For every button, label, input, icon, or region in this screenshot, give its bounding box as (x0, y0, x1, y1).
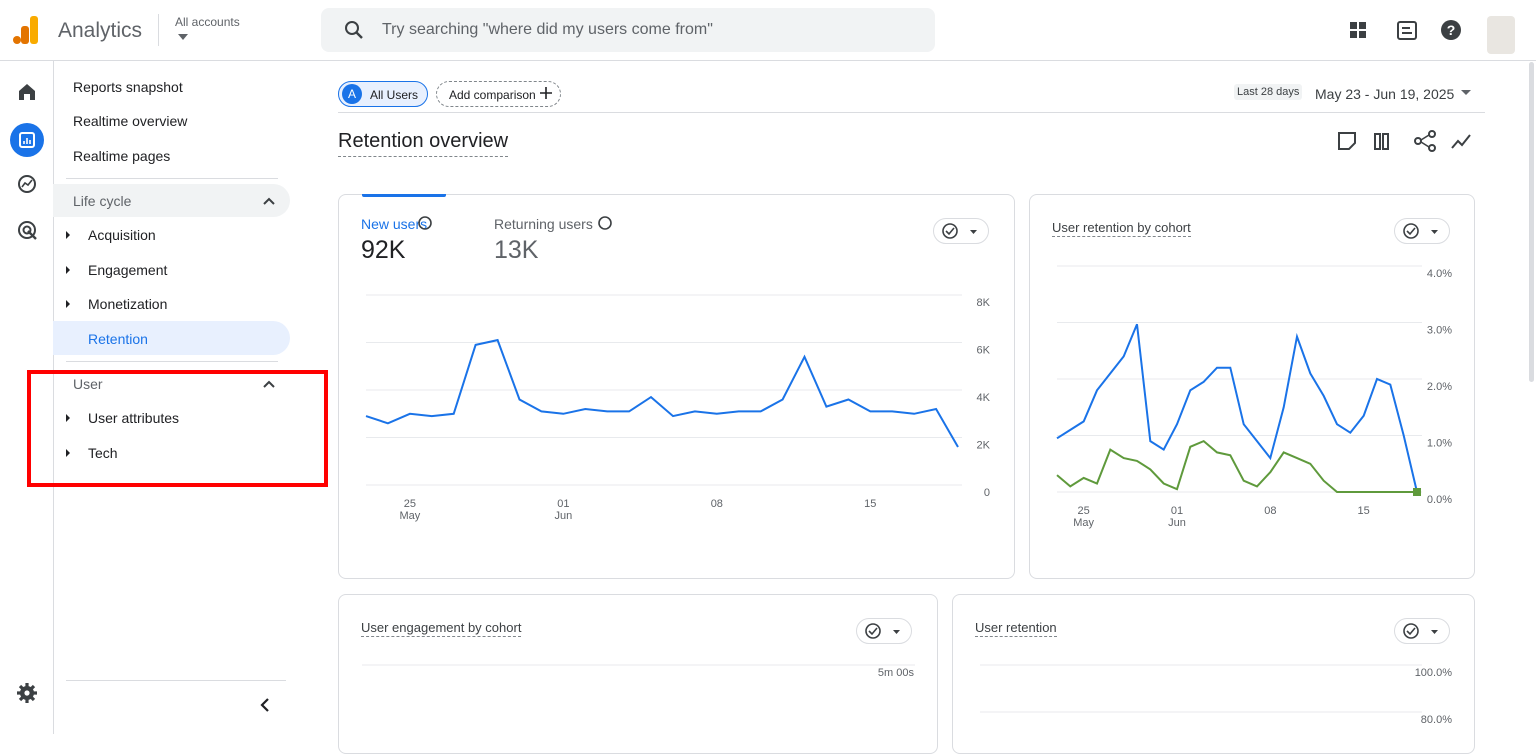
x-tick-sublabel: Jun (554, 510, 572, 522)
nav-arrows (66, 197, 275, 457)
y-tick-label: 4.0% (1427, 268, 1452, 280)
metric-name[interactable]: New users (361, 216, 428, 232)
divider (66, 361, 278, 362)
x-tick-sublabel: Jun (1168, 517, 1186, 529)
divider (338, 112, 1485, 113)
divider (158, 14, 159, 46)
nav-item[interactable]: Realtime pages (73, 148, 171, 164)
y-tick-label: 6K (977, 345, 991, 357)
x-tick-label: 08 (1264, 505, 1276, 517)
search-placeholder: Try searching "where did my users come f… (382, 21, 713, 38)
caret (1461, 90, 1471, 95)
nav-item[interactable]: Reports snapshot (73, 79, 183, 95)
x-tick-label: 15 (1358, 505, 1370, 517)
section-title[interactable]: Life cycle (73, 193, 132, 209)
add-comparison[interactable] (436, 81, 561, 107)
card-title: User retention by cohort (1052, 220, 1191, 237)
metric-name[interactable]: Returning users (494, 216, 593, 232)
nav-item[interactable]: Realtime overview (73, 113, 188, 129)
point-marker (1413, 488, 1421, 496)
y-tick-label: 4K (977, 392, 991, 404)
nav-item[interactable]: Monetization (88, 296, 168, 312)
active-tab (362, 194, 446, 197)
series-line (365, 338, 959, 448)
divider (66, 178, 278, 179)
app-name[interactable]: Analytics (58, 19, 143, 42)
caret (178, 34, 188, 40)
highlight-box (27, 370, 328, 487)
card-menu[interactable] (856, 618, 912, 644)
search-icon (345, 21, 363, 39)
card-title: User retention (975, 620, 1057, 637)
collapse-button[interactable] (258, 697, 272, 713)
x-tick-label: 08 (711, 498, 723, 510)
series-line (1056, 439, 1417, 493)
header-icons[interactable]: ? (1348, 18, 1468, 44)
y-tick-label: 8K (977, 297, 991, 309)
nav-item-selected[interactable]: Retention (88, 331, 148, 347)
card-menu[interactable] (1394, 218, 1450, 244)
rail-border (53, 61, 54, 734)
section-title[interactable]: User (73, 376, 103, 392)
card-menu[interactable] (933, 218, 989, 244)
card-menu[interactable] (1394, 618, 1450, 644)
nav-item[interactable]: Engagement (88, 262, 168, 278)
account-picker[interactable]: All accounts (175, 15, 240, 29)
segment-name: All Users (370, 88, 419, 102)
x-tick-label: 15 (864, 498, 876, 510)
divider (66, 680, 286, 681)
card (952, 594, 1475, 754)
y-tick-label: 2K (977, 440, 991, 452)
page-title: Retention overview (338, 130, 509, 157)
nav-item[interactable]: User attributes (88, 410, 180, 426)
segment-badge: A (342, 84, 362, 104)
y-tick-label: 0.0% (1427, 494, 1452, 506)
date-range[interactable]: May 23 - Jun 19, 2025 (1315, 86, 1455, 102)
card (338, 194, 1015, 579)
add-comparison-label: Add comparison (449, 88, 536, 102)
x-tick-sublabel: May (399, 510, 420, 522)
x-tick-label: 25 (1078, 505, 1090, 517)
card-title: User engagement by cohort (361, 620, 522, 637)
x-tick-label: 25 (404, 498, 416, 510)
card (1029, 194, 1475, 579)
x-tick-sublabel: May (1073, 517, 1094, 529)
y-tick-label: 1.0% (1427, 438, 1452, 450)
x-tick-label: 01 (1171, 505, 1183, 517)
header (0, 0, 1536, 61)
plus-icon (540, 87, 552, 99)
y-tick-label: 0 (984, 487, 990, 499)
page-actions[interactable] (1336, 130, 1476, 154)
series-line (1056, 323, 1418, 493)
y-tick-label: 100.0% (1415, 667, 1453, 679)
y-tick-label: 3.0% (1427, 325, 1452, 337)
y-tick-label: 2.0% (1427, 381, 1452, 393)
scrollbar[interactable] (1529, 62, 1534, 382)
svg-text:?: ? (1447, 22, 1456, 38)
section-bg (53, 184, 290, 217)
logo (13, 16, 38, 44)
metric-value: 92K (361, 236, 406, 264)
nav-item[interactable]: Tech (88, 445, 118, 461)
avatar[interactable] (1487, 16, 1515, 54)
selected-bg (53, 321, 290, 355)
y-tick-label: 80.0% (1421, 714, 1452, 726)
nav-item[interactable]: Acquisition (88, 227, 156, 243)
range-label: Last 28 days (1234, 84, 1303, 100)
x-tick-label: 01 (557, 498, 569, 510)
rail-icons[interactable] (0, 70, 53, 710)
y-tick-label: 5m 00s (878, 667, 915, 679)
search-box[interactable] (321, 8, 935, 52)
metric-value: 13K (494, 236, 539, 264)
